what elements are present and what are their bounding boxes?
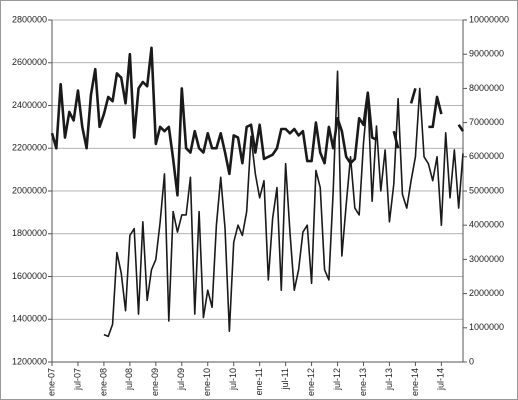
y2-tick-label: 2000000 (469, 288, 504, 298)
x-tick-label: ene-08 (98, 368, 108, 396)
y-tick-label: 2800000 (12, 14, 47, 24)
x-tick-label: ene-12 (306, 368, 316, 396)
y2-tick-label: 9000000 (469, 49, 504, 59)
x-tick-label: jul-09 (176, 368, 186, 391)
x-tick-label: jul-13 (384, 368, 394, 391)
x-tick-label: jul-07 (72, 368, 82, 391)
y2-tick-label: 10000000 (469, 14, 509, 24)
y2-tick-label: 6000000 (469, 151, 504, 161)
y2-tick-label: 4000000 (469, 220, 504, 230)
y-tick-label: 2600000 (12, 57, 47, 67)
y-tick-label: 2000000 (12, 185, 47, 195)
x-tick-label: jul-08 (124, 368, 134, 391)
y-tick-label: 2400000 (12, 100, 47, 110)
x-tick-label: jul-14 (436, 368, 446, 391)
x-tick-label: ene-07 (46, 368, 56, 396)
x-tick-label: ene-14 (410, 368, 420, 396)
x-tick-label: ene-11 (254, 368, 264, 395)
y2-tick-label: 0 (469, 356, 474, 366)
y2-tick-label: 1000000 (469, 322, 504, 332)
x-tick-label: ene-10 (202, 368, 212, 396)
y2-tick-label: 8000000 (469, 83, 504, 93)
y2-tick-label: 7000000 (469, 117, 504, 127)
y-tick-label: 1200000 (12, 356, 47, 366)
y-tick-label: 1400000 (12, 314, 47, 324)
y2-tick-label: 5000000 (469, 185, 504, 195)
x-tick-label: ene-09 (150, 368, 160, 396)
x-tick-label: jul-10 (228, 368, 238, 391)
x-tick-label: ene-13 (358, 368, 368, 396)
series-line (103, 70, 464, 338)
x-tick-label: jul-12 (332, 368, 342, 391)
y-tick-label: 1600000 (12, 271, 47, 281)
x-tick-label: jul-11 (280, 368, 290, 390)
y2-tick-label: 3000000 (469, 254, 504, 264)
y-tick-label: 2200000 (12, 143, 47, 153)
y-tick-label: 1800000 (12, 228, 47, 238)
